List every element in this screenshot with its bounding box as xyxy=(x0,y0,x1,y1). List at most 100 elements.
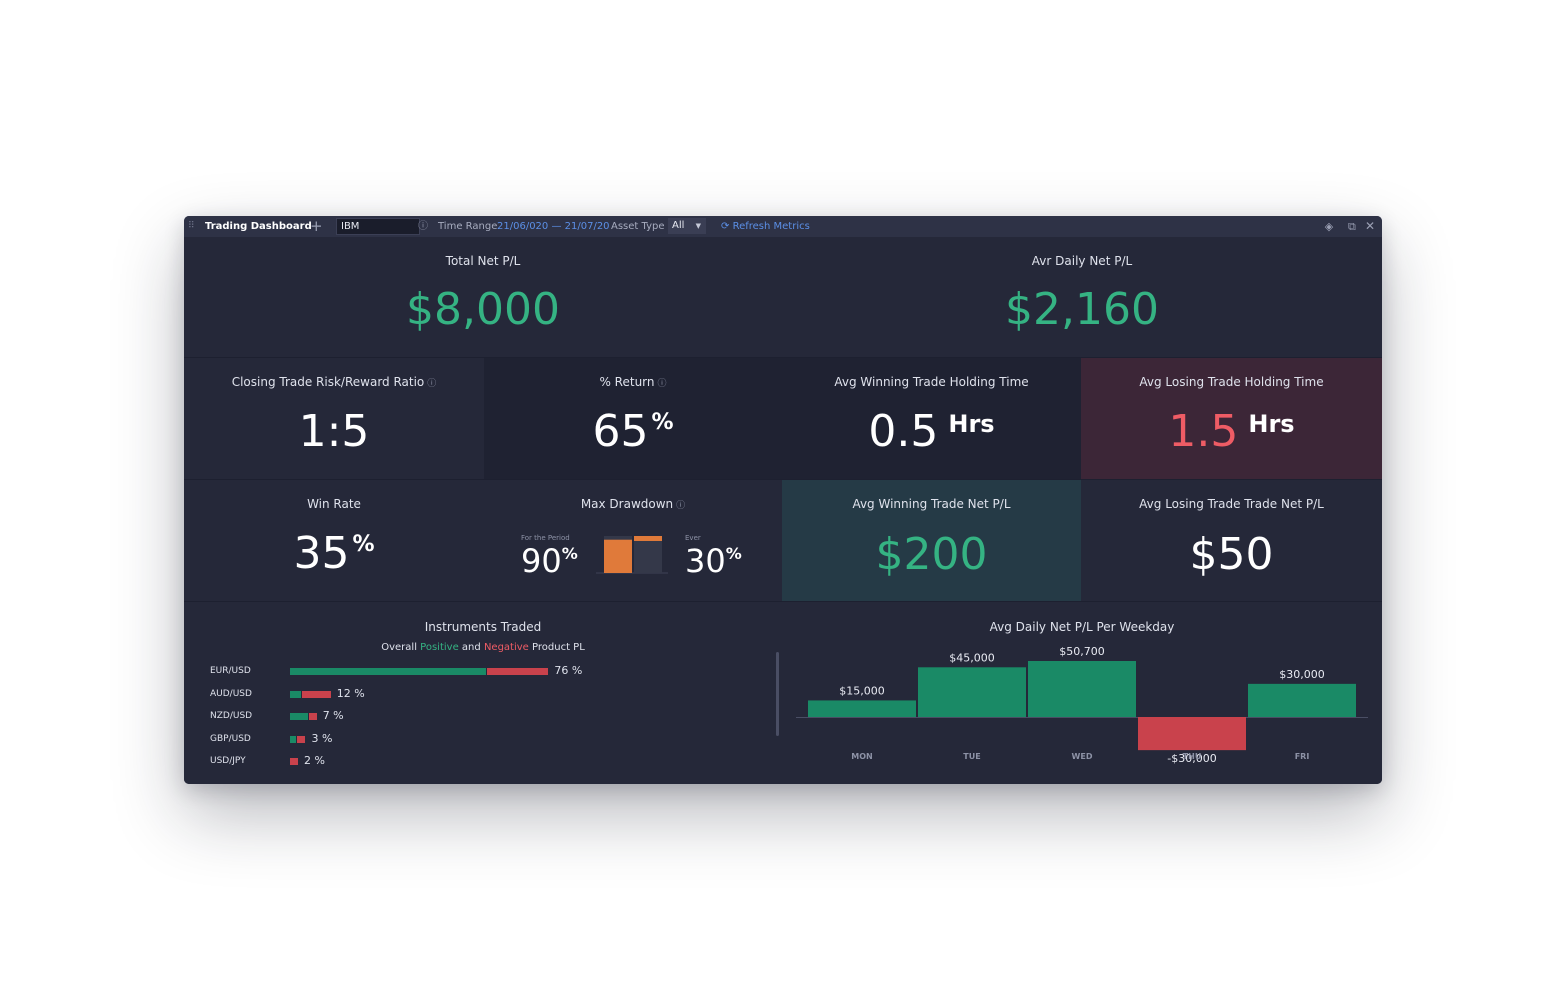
asset-type-select[interactable]: All ▼ xyxy=(668,218,706,234)
negative-pl-bar xyxy=(487,668,549,675)
subtitle-and: and xyxy=(461,642,481,653)
positive-pl-bar xyxy=(290,735,297,743)
card-label: Avr Daily Net P/L xyxy=(1031,254,1133,268)
chart-bar-fri xyxy=(1248,683,1356,717)
ever-drawdown-fill xyxy=(634,536,662,541)
card-label: % Return xyxy=(599,375,655,389)
win-rate-value: 35% xyxy=(184,528,484,579)
negative-pl-bar xyxy=(308,713,317,721)
amount: 2,160 xyxy=(1033,284,1159,335)
chart-category-label: THU xyxy=(1183,752,1202,761)
ever-drawdown-track xyxy=(634,536,662,573)
toolbar: ⠿ Trading Dashboard + IBM ⓘ Time Range 2… xyxy=(184,216,1382,237)
amount: 90 xyxy=(521,542,562,580)
instrument-name: USD/JPY xyxy=(210,756,246,767)
info-icon[interactable]: ⓘ xyxy=(418,221,428,232)
positive-pl-bar xyxy=(290,668,487,675)
instrument-share: 2 % xyxy=(304,754,325,768)
card-label: Avg Winning Trade Net P/L xyxy=(852,497,1011,511)
card-label: Win Rate xyxy=(307,497,361,511)
amount: 200 xyxy=(903,529,988,580)
unit: % xyxy=(561,544,578,563)
avg-losing-holding-value: 1.5 Hrs xyxy=(1081,406,1382,457)
chart-title: Avg Daily Net P/L Per Weekday xyxy=(989,620,1175,634)
amount: 0.5 xyxy=(868,406,939,457)
chart-category-label: TUE xyxy=(963,752,980,761)
currency-symbol: $ xyxy=(406,284,435,335)
subtitle-negative: Negative xyxy=(483,642,529,653)
negative-pl-bar xyxy=(297,735,306,743)
total-net-pl-value: $8,000 xyxy=(184,284,782,335)
dashboard-title: Trading Dashboard xyxy=(205,221,312,232)
panel-subtitle: Overall Positive and Negative Product PL xyxy=(184,642,782,653)
amount: 30 xyxy=(685,542,726,580)
chart-data-label: $15,000 xyxy=(839,684,885,697)
max-drawdown-card: Max Drawdown ⓘ For the Period 90% Ever 30… xyxy=(484,480,783,602)
chart-bar-mon xyxy=(808,700,916,717)
unit: % xyxy=(725,544,742,563)
instrument-name: NZD/USD xyxy=(210,711,253,722)
subtitle-prefix: Overall xyxy=(381,642,417,653)
return-value: 65% xyxy=(484,406,782,457)
refresh-metrics-label: Refresh Metrics xyxy=(732,221,810,232)
total-net-pl-card: Total Net P/L $8,000 xyxy=(184,237,783,358)
info-icon[interactable]: ⓘ xyxy=(427,379,437,389)
instrument-name: AUD/USD xyxy=(210,688,252,699)
instruments-traded-panel: Instruments Traded Overall Positive and … xyxy=(184,602,783,784)
currency-symbol: $ xyxy=(1005,284,1034,335)
avg-losing-net-value: $50 xyxy=(1081,529,1382,580)
period-drawdown-fill xyxy=(604,539,632,573)
card-label: Closing Trade Risk/Reward Ratio xyxy=(231,375,425,389)
scrollbar[interactable] xyxy=(776,652,779,736)
win-rate-card: Win Rate 35% xyxy=(184,480,485,602)
ever-drawdown-value: 30% xyxy=(685,542,742,580)
risk-reward-value: 1:5 xyxy=(298,406,370,457)
period-drawdown-value: 90% xyxy=(521,542,578,580)
card-label: Avg Winning Trade Holding Time xyxy=(834,375,1029,389)
positive-pl-bar xyxy=(290,713,308,721)
popout-icon[interactable]: ⧉ xyxy=(1348,220,1356,233)
avg-winning-net-card: Avg Winning Trade Net P/L $200 xyxy=(782,480,1082,602)
chart-bar-wed xyxy=(1028,661,1136,717)
instrument-name: GBP/USD xyxy=(210,733,251,744)
ever-label: Ever xyxy=(685,534,701,542)
card-label: Avg Losing Trade Holding Time xyxy=(1139,375,1324,389)
unit: % xyxy=(352,532,375,557)
risk-reward-card: Closing Trade Risk/Reward Ratio ⓘ 1:5 xyxy=(184,358,485,480)
unit: % xyxy=(651,410,674,435)
instrument-share: 76 % xyxy=(554,664,583,677)
split-view-icon[interactable]: ◈ xyxy=(1324,220,1334,233)
negative-pl-bar xyxy=(301,690,331,698)
instrument-share: 12 % xyxy=(336,686,365,700)
chart-data-label: $50,700 xyxy=(1059,645,1105,658)
avg-daily-net-pl-card: Avr Daily Net P/L $2,160 xyxy=(782,237,1382,358)
time-range-picker[interactable]: 21/06/020 — 21/07/20 xyxy=(497,221,610,232)
add-widget-button[interactable]: + xyxy=(310,217,323,235)
avg-winning-net-value: $200 xyxy=(782,529,1081,580)
card-label: Max Drawdown xyxy=(580,497,674,511)
risk-reward-label: Closing Trade Risk/Reward Ratio ⓘ xyxy=(184,375,484,389)
symbol-input[interactable]: IBM xyxy=(336,218,420,235)
amount: 8,000 xyxy=(434,284,560,335)
close-icon[interactable]: ✕ xyxy=(1365,219,1376,233)
subtitle-suffix: Product PL xyxy=(532,642,585,653)
currency-symbol: $ xyxy=(875,529,904,580)
trading-dashboard-window: ⠿ Trading Dashboard + IBM ⓘ Time Range 2… xyxy=(184,216,1382,784)
info-icon[interactable]: ⓘ xyxy=(676,501,686,511)
chart-bar-thu xyxy=(1138,717,1246,751)
instrument-row: EUR/USD 76 % xyxy=(210,664,770,678)
chart-bar-tue xyxy=(918,667,1026,717)
card-label: Avg Losing Trade Trade Net P/L xyxy=(1139,497,1324,511)
asset-type-value: All xyxy=(672,220,685,231)
refresh-metrics-button[interactable]: ⟳ Refresh Metrics xyxy=(721,216,810,237)
avg-winning-holding-value: 0.5 Hrs xyxy=(782,406,1081,457)
currency-symbol: $ xyxy=(1189,529,1218,580)
info-icon[interactable]: ⓘ xyxy=(657,379,667,389)
chart-data-label: $45,000 xyxy=(949,651,995,664)
amount: 35 xyxy=(293,528,350,579)
period-label: For the Period xyxy=(521,534,570,542)
chart-category-label: MON xyxy=(851,752,872,761)
drag-handle-icon[interactable]: ⠿ xyxy=(188,221,195,231)
chart-data-label: -$30,000 xyxy=(1167,752,1216,765)
weekday-pl-panel: Avg Daily Net P/L Per Weekday $15,000 MON… xyxy=(782,602,1382,784)
